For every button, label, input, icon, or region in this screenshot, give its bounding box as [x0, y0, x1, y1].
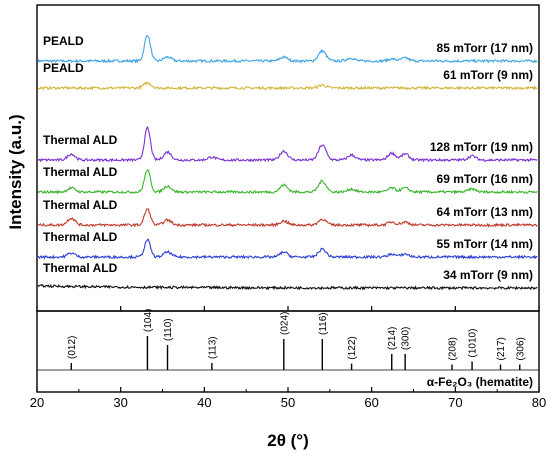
series-line-34-mtorr-9-nm — [37, 283, 538, 291]
series-line-69-mtorr-16-nm — [37, 169, 538, 195]
reference-hkl-5: (116) — [318, 312, 329, 335]
y-axis-label: Intensity (a.u.) — [6, 114, 25, 229]
x-tick-label-5: 70 — [448, 395, 462, 410]
reference-hkl-1: (104) — [143, 309, 154, 332]
reference-hkl-6: (122) — [347, 336, 358, 359]
x-tick-label-2: 40 — [197, 395, 211, 410]
reference-layer: (012) (104) (110) (113) (024) (116) (122) (214)… — [37, 309, 539, 371]
series-label-34-mtorr-9-nm: 34 mTorr (9 nm) — [443, 268, 533, 282]
series-method-69-mtorr-16-nm: Thermal ALD — [43, 165, 118, 179]
series-label-64-mtorr-13-nm: 64 mTorr (13 nm) — [437, 205, 533, 219]
series-line-64-mtorr-13-nm — [37, 208, 538, 228]
reference-hkl-12: (306) — [515, 337, 526, 360]
series-method-55-mtorr-14-nm: Thermal ALD — [43, 230, 118, 244]
x-tick-label-6: 80 — [532, 395, 546, 410]
x-tick-label-4: 60 — [364, 395, 378, 410]
series-line-55-mtorr-14-nm — [37, 238, 538, 260]
reference-hkl-10: (1010) — [468, 329, 479, 358]
reference-hkl-3: (113) — [207, 336, 218, 359]
series-label-85-mtorr-17-nm: 85 mTorr (17 nm) — [437, 41, 533, 55]
series-method-128-mtorr-19-nm: Thermal ALD — [43, 133, 118, 147]
series-layer: PEALD 85 mTorr (17 nm) PEALD 61 mTorr (9 nm… — [37, 34, 538, 291]
reference-hkl-0: (012) — [67, 336, 78, 359]
x-tick-label-0: 20 — [30, 395, 44, 410]
series-line-128-mtorr-19-nm — [37, 125, 538, 163]
reference-hkl-8: (300) — [401, 327, 412, 350]
series-method-64-mtorr-13-nm: Thermal ALD — [43, 198, 118, 212]
x-axis-ticks: 20 30 40 50 60 70 80 — [30, 306, 546, 410]
x-tick-label-1: 30 — [113, 395, 127, 410]
reference-hkl-7: (214) — [387, 327, 398, 350]
reference-hkl-9: (208) — [447, 337, 458, 360]
series-label-69-mtorr-16-nm: 69 mTorr (16 nm) — [437, 172, 533, 186]
reference-hkl-4: (024) — [279, 312, 290, 335]
series-label-128-mtorr-19-nm: 128 mTorr (19 nm) — [430, 140, 533, 154]
series-method-85-mtorr-17-nm: PEALD — [43, 34, 84, 48]
reference-label: α-Fe₂O₃ (hematite) — [427, 375, 533, 389]
series-label-61-mtorr-9-nm: 61 mTorr (9 nm) — [443, 68, 533, 82]
series-line-85-mtorr-17-nm — [37, 34, 538, 64]
series-method-61-mtorr-9-nm: PEALD — [43, 61, 84, 75]
reference-hkl-11: (217) — [496, 337, 507, 360]
series-line-61-mtorr-9-nm — [37, 81, 538, 91]
reference-hkl-2: (110) — [163, 318, 174, 341]
x-axis-label: 2θ (°) — [267, 431, 309, 450]
series-label-55-mtorr-14-nm: 55 mTorr (14 nm) — [437, 237, 533, 251]
series-method-34-mtorr-9-nm: Thermal ALD — [43, 261, 118, 275]
x-tick-label-3: 50 — [281, 395, 295, 410]
